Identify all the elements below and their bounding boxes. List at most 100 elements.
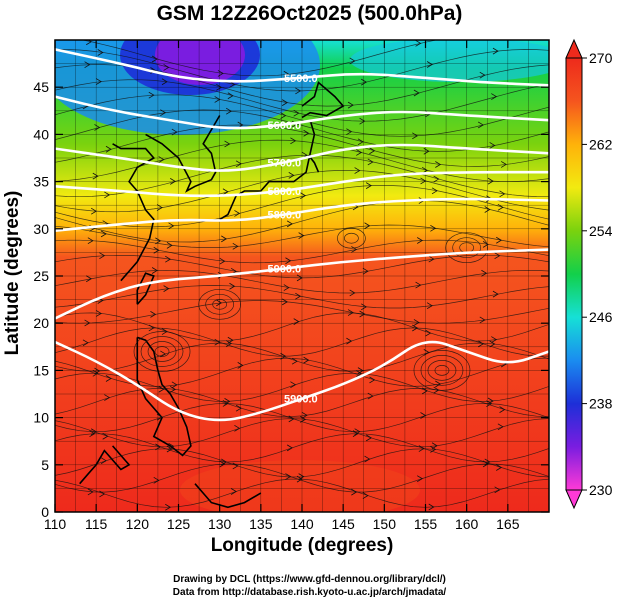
- wind-arrow: [364, 455, 371, 463]
- y-tick-label: 35: [33, 174, 49, 190]
- streamline-gyre: [154, 346, 170, 357]
- wind-arrow: [356, 149, 363, 156]
- wind-arrow: [170, 386, 176, 393]
- wind-arrow: [295, 87, 302, 95]
- wind-arrow: [221, 235, 228, 243]
- wind-arrow: [426, 61, 433, 68]
- colorbar-tick-label: 270: [589, 50, 613, 66]
- wind-arrow: [481, 269, 488, 277]
- wind-arrow: [361, 303, 367, 311]
- wind-arrow: [428, 503, 435, 511]
- wind-arrow: [163, 64, 170, 71]
- wind-arrow: [346, 337, 353, 345]
- wind-arrow: [286, 220, 293, 228]
- wind-arrow: [435, 380, 442, 388]
- wind-arrow: [104, 394, 111, 401]
- wind-arrow: [151, 55, 158, 63]
- x-tick-label: 125: [167, 516, 191, 532]
- wind-arrow: [351, 488, 358, 496]
- streamline-gyre: [140, 336, 184, 367]
- height-contour-label: 5700.0: [268, 158, 302, 170]
- wind-arrow: [232, 242, 239, 250]
- y-tick-label: 45: [33, 79, 49, 95]
- wind-arrow: [489, 142, 496, 149]
- y-tick-label: 20: [33, 315, 49, 331]
- wind-arrow: [487, 397, 494, 405]
- x-tick-label: 145: [331, 516, 355, 532]
- wind-arrow: [95, 310, 102, 317]
- height-contour-line: [55, 248, 549, 320]
- colorbar-tick-label: 246: [589, 309, 613, 325]
- wind-arrow: [95, 78, 102, 85]
- wind-arrow: [232, 462, 239, 470]
- coastline-segment: [112, 143, 156, 282]
- wind-arrow: [346, 128, 353, 136]
- y-tick-label: 5: [41, 457, 49, 473]
- wind-arrow: [425, 329, 432, 337]
- wind-arrow: [357, 138, 364, 146]
- wind-arrow: [234, 424, 241, 432]
- wind-arrow: [224, 398, 231, 405]
- x-axis-label: Longitude (degrees): [210, 535, 394, 556]
- wind-arrow: [489, 340, 496, 348]
- wind-arrow: [492, 290, 499, 298]
- wind-arrow: [484, 458, 491, 466]
- colorbar-gradient: [565, 57, 583, 491]
- wind-arrow: [298, 232, 305, 239]
- wind-arrow: [156, 413, 163, 421]
- wind-arrow: [166, 445, 173, 453]
- wind-arrow: [229, 282, 236, 290]
- height-contours: 5500.0 5600.0 5700.0 5800.0 5800.0 5900.0 5900…: [55, 48, 549, 422]
- x-tick-label: 160: [455, 516, 479, 532]
- wind-arrow: [481, 31, 486, 37]
- wind-arrow: [84, 61, 91, 69]
- x-tick-label: 110: [44, 516, 67, 532]
- credit-drawing: Drawing by DCL (https://www.gfd-dennou.o…: [173, 574, 446, 585]
- wind-arrow: [415, 40, 422, 47]
- x-tick-label: 120: [126, 516, 150, 532]
- wind-arrow: [359, 117, 366, 125]
- wind-arrow: [431, 442, 438, 450]
- wind-arrow: [303, 356, 310, 364]
- wind-arrow: [160, 350, 167, 358]
- y-tick-label: 40: [33, 126, 49, 142]
- wind-arrow: [356, 370, 363, 377]
- height-contour-line: [55, 48, 549, 87]
- y-tick-label: 15: [33, 362, 49, 378]
- wind-arrow: [224, 140, 231, 148]
- wind-arrow: [92, 172, 99, 180]
- wind-arrow: [283, 70, 290, 78]
- height-contour-label: 5800.0: [268, 186, 302, 198]
- wind-arrow: [283, 284, 290, 291]
- wind-arrow: [161, 78, 168, 86]
- wind-arrow: [168, 222, 175, 230]
- wind-arrow: [225, 107, 232, 115]
- wind-arrow: [430, 224, 437, 232]
- wind-arrow: [100, 457, 107, 465]
- wind-arrow: [421, 387, 428, 395]
- wind-arrow: [86, 275, 93, 283]
- wind-arrow: [417, 237, 423, 244]
- wind-arrow: [494, 252, 501, 260]
- height-contour-label: 5900.0: [284, 394, 318, 406]
- wind-arrow: [491, 93, 498, 100]
- wind-arrow: [347, 101, 354, 109]
- wind-arrow: [479, 316, 486, 324]
- y-axis: 0 5 10 15 20 25 30 35 40 45: [33, 79, 549, 520]
- x-tick-label: 115: [85, 516, 108, 532]
- wind-arrow: [412, 324, 419, 332]
- wind-arrow: [290, 381, 297, 389]
- wind-arrow: [163, 285, 170, 292]
- wind-arrow: [237, 362, 244, 369]
- height-contour-line: [55, 95, 549, 130]
- y-tick-label: 30: [33, 221, 49, 237]
- wind-arrow: [369, 376, 376, 384]
- wind-arrow: [148, 91, 155, 99]
- wind-arrow: [222, 188, 229, 196]
- wind-arrow: [293, 318, 300, 325]
- wind-arrow: [230, 488, 237, 495]
- wind-arrow: [482, 241, 489, 248]
- wind-arrow: [365, 434, 372, 442]
- wind-arrow: [487, 177, 494, 185]
